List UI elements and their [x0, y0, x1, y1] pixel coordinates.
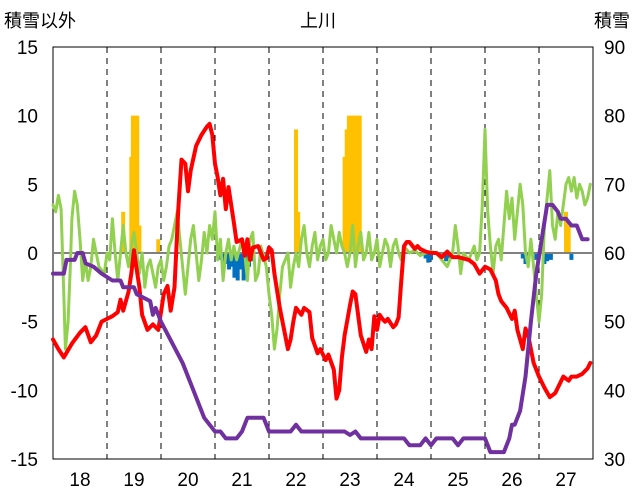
- left-tick-label: 10: [17, 107, 38, 128]
- grid-lines: [52, 47, 540, 459]
- x-tick-label: 24: [393, 470, 415, 491]
- left-tick-label: 5: [27, 175, 38, 196]
- right-tick-label: 50: [604, 313, 625, 334]
- snow-depth-line: [51, 202, 590, 455]
- x-tick-label: 18: [69, 470, 90, 491]
- precip-bar: [355, 115, 360, 254]
- x-tick-label: 23: [339, 470, 360, 491]
- left-axis-ticks: 15 10 5 0 -5 -10 -15: [11, 38, 38, 471]
- chart-title: 上川: [300, 11, 336, 31]
- left-tick-label: -15: [11, 450, 38, 471]
- x-tick-label: 22: [285, 470, 306, 491]
- precip-bar: [520, 253, 525, 259]
- precip-bar: [135, 115, 140, 254]
- right-tick-label: 40: [604, 381, 625, 402]
- right-tick-label: 30: [604, 450, 625, 471]
- precip-bar: [130, 115, 135, 254]
- precip-bar: [564, 211, 568, 253]
- x-tick-label: 20: [177, 470, 198, 491]
- x-tick-label: 27: [555, 470, 576, 491]
- precip-bar: [227, 253, 232, 270]
- precip-bar: [534, 253, 539, 260]
- precip-bar: [566, 225, 571, 253]
- precip-bar: [232, 253, 237, 278]
- precip-bar: [137, 225, 142, 253]
- x-tick-label: 21: [231, 470, 252, 491]
- precip-bar: [296, 211, 301, 253]
- precip-bar: [423, 253, 428, 259]
- precip-bar: [444, 253, 449, 262]
- left-tick-label: 15: [17, 38, 38, 59]
- x-tick-label: 25: [447, 470, 468, 491]
- precip-bar: [569, 253, 574, 260]
- right-tick-label: 70: [604, 175, 625, 196]
- x-axis-ticks: 18 19 20 21 22 23 24 25 26 27: [69, 470, 576, 491]
- precip-bar: [238, 253, 243, 270]
- precip-bar: [294, 129, 298, 253]
- x-tick-label: 19: [123, 470, 144, 491]
- wind-line: [51, 127, 592, 351]
- precip-bar: [545, 253, 550, 262]
- precip-bar: [426, 253, 431, 263]
- left-tick-label: -5: [21, 313, 38, 334]
- right-tick-label: 90: [604, 38, 625, 59]
- precip-bar: [224, 253, 229, 264]
- right-tick-label: 60: [604, 244, 625, 265]
- precip-bar: [241, 253, 246, 281]
- left-axis-label: 積雪以外: [4, 11, 76, 31]
- precip-bar: [342, 156, 347, 253]
- precip-bar: [349, 115, 354, 254]
- precip-bar: [133, 115, 138, 254]
- right-axis-label: 積雪: [594, 11, 630, 31]
- precip-bar: [429, 253, 433, 260]
- precip-bar: [344, 129, 349, 253]
- x-tick-label: 26: [501, 470, 522, 491]
- precip-bar: [235, 253, 240, 281]
- precip-bar: [346, 115, 351, 254]
- series-lines: [51, 121, 593, 455]
- precip-bar: [548, 253, 553, 260]
- precip-bar: [353, 115, 358, 254]
- left-tick-label: 0: [27, 244, 38, 265]
- right-tick-label: 80: [604, 107, 625, 128]
- precip-bar: [357, 115, 362, 254]
- precip-bar: [156, 239, 161, 253]
- left-tick-label: -10: [11, 381, 38, 402]
- precip-bar: [351, 115, 356, 254]
- right-axis-ticks: 90 80 70 60 50 40 30: [604, 38, 625, 471]
